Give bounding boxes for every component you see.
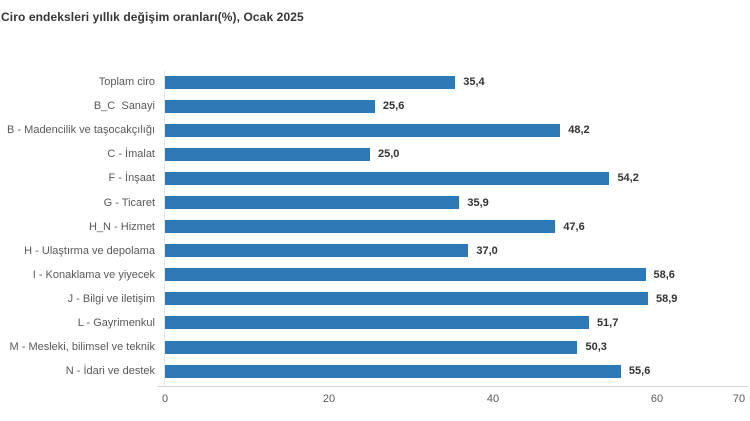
bar-row: I - Konaklama ve yiyecek 58,6 (0, 263, 750, 287)
bar-value-label: 25,0 (378, 148, 400, 161)
bar (165, 147, 370, 161)
x-tick-label: 0 (161, 393, 169, 405)
bar-track: 54,2 (165, 171, 739, 185)
plot-rows: Toplam ciro 35,4 B_C Sanayi 25,6 B - Mad… (0, 70, 750, 383)
x-tick-label: 40 (486, 393, 500, 405)
bar-value-label: 54,2 (617, 172, 639, 185)
bar-value-label: 58,9 (655, 292, 678, 305)
bar (165, 196, 460, 210)
bar-value-label: 55,6 (628, 365, 651, 378)
bar-value-label: 35,9 (467, 196, 489, 209)
category-label: L - Gayrimenkul (77, 316, 155, 329)
bar-track: 50,3 (165, 340, 739, 354)
bar-row: C - İmalat 25,0 (0, 142, 750, 166)
category-label: H - Ulaştırma ve depolama (24, 244, 155, 257)
bar-value-label: 25,6 (382, 100, 405, 113)
bar-value-label: 58,6 (653, 268, 675, 281)
bar (165, 364, 621, 378)
bar-track: 55,6 (165, 364, 739, 378)
bar-row: H_N - Hizmet 47,6 (0, 215, 750, 239)
x-tick-label: 70 (732, 393, 746, 405)
bar-value-label: 50,3 (585, 341, 607, 354)
bar (165, 123, 561, 137)
category-label: G - Ticaret (103, 196, 155, 209)
y-axis-line (164, 70, 165, 386)
category-label: F - İnşaat (108, 172, 155, 185)
bar-value-label: 35,4 (463, 76, 485, 89)
bar-value-label: 48,2 (568, 124, 590, 137)
category-label: M - Mesleki, bilimsel ve teknik (9, 341, 155, 354)
bar-row: H - Ulaştırma ve depolama 37,0 (0, 239, 750, 263)
bar-row: Toplam ciro 35,4 (0, 70, 750, 94)
bar-track: 25,6 (165, 99, 739, 113)
bar-track: 35,9 (165, 196, 739, 210)
bar-track: 48,2 (165, 123, 739, 137)
bar (165, 316, 589, 330)
bar-track: 58,6 (165, 268, 739, 282)
bar-track: 51,7 (165, 316, 739, 330)
bar (165, 244, 469, 258)
category-label: I - Konaklama ve yiyecek (32, 268, 155, 281)
x-axis-ticks: 0 20 40 60 70 (161, 393, 745, 407)
bar-row: N - İdari ve destek 55,6 (0, 359, 750, 383)
bar-row: G - Ticaret 35,9 (0, 190, 750, 214)
bar (165, 171, 610, 185)
bar-value-label: 51,7 (596, 316, 619, 329)
x-tick-label: 20 (322, 393, 336, 405)
bar (165, 220, 556, 234)
category-label: Toplam ciro (98, 76, 155, 89)
bar (165, 292, 648, 306)
bar-row: L - Gayrimenkul 51,7 (0, 311, 750, 335)
bar-row: B - Madencilik ve taşocakçılığı 48,2 (0, 118, 750, 142)
category-label: H_N - Hizmet (88, 220, 155, 233)
bar-track: 58,9 (165, 292, 739, 306)
x-axis-line (157, 386, 748, 387)
bar-row: M - Mesleki, bilimsel ve teknik 50,3 (0, 335, 750, 359)
category-label: B - Madencilik ve taşocakçılığı (7, 124, 155, 137)
bar-row: J - Bilgi ve iletişim 58,9 (0, 287, 750, 311)
category-label: N - İdari ve destek (65, 365, 155, 378)
bar-track: 37,0 (165, 244, 739, 258)
category-label: C - İmalat (107, 148, 155, 161)
bar (165, 340, 578, 354)
bar-track: 25,0 (165, 147, 739, 161)
bar-track: 47,6 (165, 220, 739, 234)
category-label: B_C Sanayi (93, 100, 155, 113)
bar-row: F - İnşaat 54,2 (0, 166, 750, 190)
bar-value-label: 37,0 (476, 244, 498, 257)
bar (165, 268, 646, 282)
bar (165, 75, 456, 89)
category-label: J - Bilgi ve iletişim (67, 292, 155, 305)
bar-value-label: 47,6 (563, 220, 585, 233)
x-tick-label: 60 (650, 393, 664, 405)
bar (165, 99, 375, 113)
bar-row: B_C Sanayi 25,6 (0, 94, 750, 118)
bar-track: 35,4 (165, 75, 739, 89)
chart-title: Ciro endeksleri yıllık değişim oranları(… (1, 10, 304, 24)
